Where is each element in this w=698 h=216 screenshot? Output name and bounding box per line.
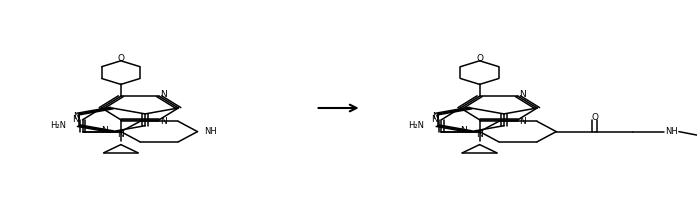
Text: O: O [117,54,124,63]
Text: N: N [432,112,439,121]
Text: N: N [519,90,526,99]
Text: N: N [73,115,79,124]
Text: N: N [460,126,466,135]
Text: NH: NH [205,127,217,135]
Text: O: O [476,54,483,63]
Text: N: N [101,126,107,135]
Text: N: N [476,130,483,139]
Text: N: N [431,115,438,124]
Text: N: N [161,118,167,126]
Text: H₂N: H₂N [408,121,424,130]
Text: N: N [117,130,124,139]
Text: H₂N: H₂N [50,121,66,130]
Text: N: N [519,118,526,126]
Text: N: N [161,90,167,99]
Text: NH: NH [664,127,678,136]
Text: N: N [73,112,80,121]
Text: O: O [591,113,598,122]
